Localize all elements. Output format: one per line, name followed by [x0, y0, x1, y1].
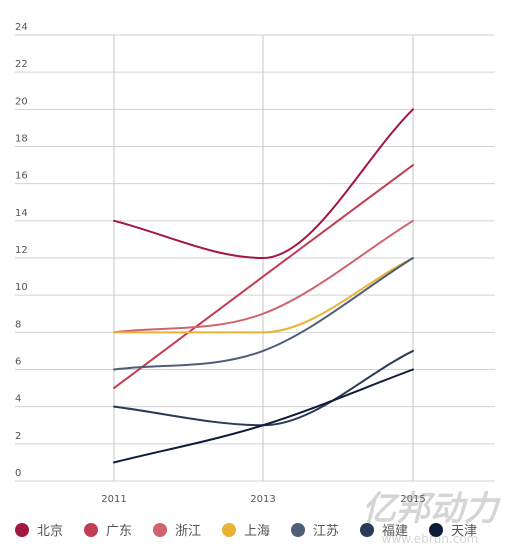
legend-label: 江苏: [313, 523, 339, 539]
y-tick-label: 20: [15, 96, 28, 107]
legend-item[interactable]: 北京: [15, 523, 63, 539]
legend-label: 广东: [106, 524, 132, 539]
y-tick-label: 14: [15, 208, 28, 219]
legend-marker: [153, 523, 167, 537]
y-tick-label: 18: [15, 134, 28, 145]
x-tick-label: 2013: [250, 494, 275, 505]
y-tick-label: 2: [15, 431, 21, 442]
legend-marker: [291, 523, 305, 537]
legend-marker: [222, 523, 236, 537]
legend-item[interactable]: 广东: [84, 523, 132, 539]
y-tick-label: 4: [15, 394, 21, 405]
watermark-logo: 亿邦动力 www.ebrun.com: [362, 489, 501, 546]
watermark-title: 亿邦动力: [362, 489, 501, 529]
legend-label: 上海: [244, 524, 270, 539]
legend-label: 浙江: [175, 524, 201, 539]
series-line-3: [113, 219, 414, 334]
y-tick-label: 0: [15, 468, 21, 479]
x-axis-tick-labels: 2011 2013 2015: [101, 494, 425, 505]
watermark-url: www.ebrun.com: [382, 532, 479, 546]
series-lines: [113, 108, 414, 464]
series-line-7: [113, 368, 414, 464]
legend: 北京 广东 浙江 上海 江苏 福建 天津: [15, 523, 477, 539]
y-tick-label: 8: [15, 319, 21, 330]
y-tick-label: 16: [15, 171, 28, 182]
legend-marker: [84, 523, 98, 537]
x-tick-label: 2011: [101, 494, 126, 505]
legend-item[interactable]: 江苏: [291, 523, 339, 539]
legend-label: 北京: [37, 524, 63, 539]
y-tick-label: 24: [15, 22, 28, 33]
legend-marker: [15, 523, 29, 537]
legend-label: 天津: [451, 524, 477, 539]
legend-item[interactable]: 天津: [429, 523, 477, 539]
legend-label: 福建: [382, 524, 408, 539]
series-line-2: [113, 164, 414, 390]
legend-item[interactable]: 福建: [360, 523, 408, 539]
legend-marker: [360, 523, 374, 537]
y-tick-label: 10: [15, 282, 28, 293]
legend-item[interactable]: 上海: [222, 523, 270, 539]
y-tick-label: 12: [15, 245, 28, 256]
y-tick-label: 22: [15, 59, 28, 70]
legend-item[interactable]: 浙江: [153, 523, 201, 539]
series-line-5: [113, 257, 414, 371]
series-line-4: [113, 257, 414, 334]
series-line-1: [113, 108, 414, 259]
legend-marker: [429, 523, 443, 537]
x-tick-label: 2015: [400, 494, 425, 505]
y-tick-label: 6: [15, 357, 21, 368]
